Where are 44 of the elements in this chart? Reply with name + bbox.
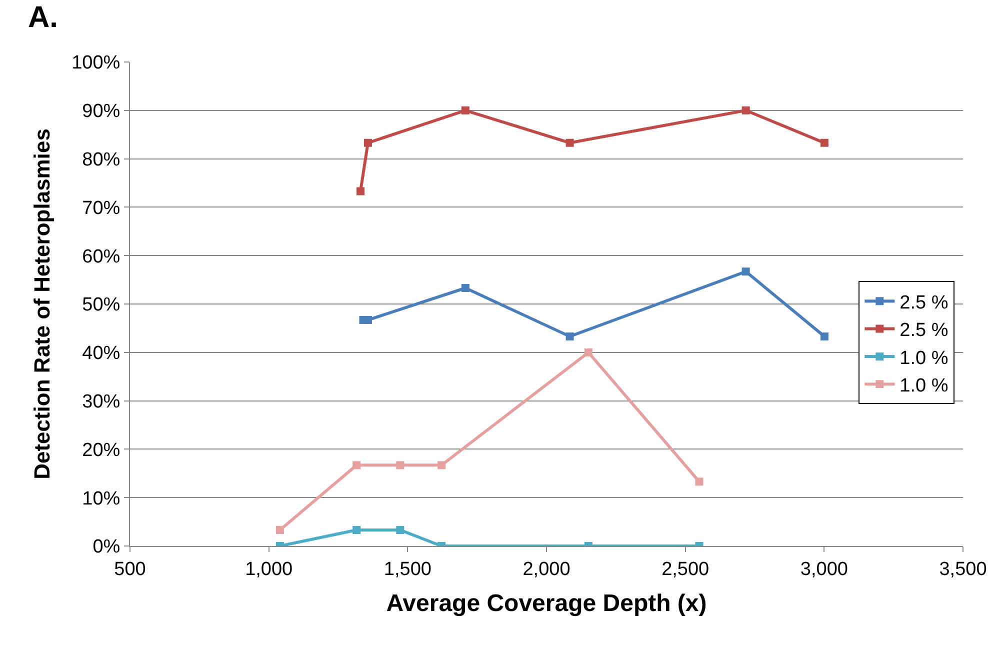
legend-label: 2.5 % — [900, 292, 948, 314]
legend-label: 1.0 % — [900, 376, 948, 397]
point — [566, 332, 574, 340]
x-tick-label: 500 — [114, 558, 146, 580]
y-tick-label: 70% — [82, 198, 120, 219]
y-tick-label: 50% — [82, 294, 120, 316]
y-tick-label: 30% — [82, 391, 120, 412]
text: A. — [28, 1, 58, 34]
x-tick-label: 3,500 — [939, 558, 987, 580]
point — [695, 478, 704, 486]
point — [364, 138, 372, 147]
point — [742, 106, 750, 114]
point — [438, 461, 446, 470]
legend-label: 1.0 % — [900, 348, 948, 369]
point — [461, 284, 470, 292]
x-tick-label: 1,500 — [384, 558, 432, 580]
point — [584, 348, 592, 356]
x-tick-label: 2,500 — [662, 558, 710, 580]
y-tick-label: 100% — [72, 52, 120, 74]
legend-label: 2.5 % — [900, 320, 948, 342]
x-tick-label: 3,000 — [800, 558, 848, 580]
y-tick-label: 0% — [92, 536, 120, 558]
x-tick-label: 1,000 — [245, 558, 293, 580]
point — [461, 106, 470, 114]
point — [820, 138, 828, 147]
y-tick-label: 80% — [82, 149, 120, 170]
point — [276, 526, 284, 534]
point — [742, 268, 750, 276]
point — [566, 138, 574, 147]
x-tick-label: 2,000 — [522, 558, 570, 580]
y-axis-title: Detection Rate of Heteroplasmies — [29, 128, 54, 480]
y-tick-label: 10% — [82, 488, 120, 510]
point — [396, 461, 404, 470]
y-tick-label: 60% — [82, 246, 120, 268]
point — [352, 526, 361, 534]
y-tick-label: 90% — [82, 101, 120, 122]
point — [352, 461, 361, 470]
point — [396, 526, 404, 534]
x-axis-title: Average Coverage Depth (x) — [386, 590, 707, 618]
y-tick-label: 20% — [82, 440, 120, 461]
point — [356, 187, 364, 196]
point — [820, 332, 828, 340]
point — [364, 316, 372, 324]
y-tick-label: 40% — [82, 343, 120, 364]
